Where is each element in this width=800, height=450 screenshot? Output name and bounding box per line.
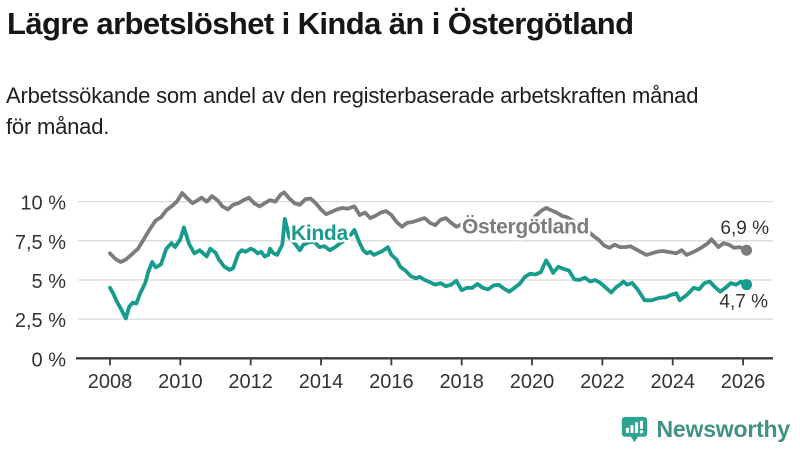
x-axis-tick-label: 2020 [510, 371, 555, 393]
x-axis-tick-label: 2008 [88, 371, 133, 393]
x-axis-tick-label: 2012 [228, 371, 273, 393]
x-axis-tick-label: 2024 [650, 371, 695, 393]
chart-subtitle: Arbetssökande som andel av den registerb… [6, 80, 698, 142]
logo-exclamation-dot [639, 430, 643, 434]
series-line-kinda [108, 217, 749, 321]
subtitle-line-1: Arbetssökande som andel av den registerb… [6, 83, 699, 108]
chart-title: Lägre arbetslöshet i Kinda än i Östergöt… [7, 6, 634, 41]
series-end-value-ostergotland: 6,9 % [720, 218, 769, 239]
logo-bar-medium [629, 424, 634, 434]
x-axis-tick-label: 2026 [721, 371, 766, 393]
y-axis-tick-label: 10 % [20, 193, 66, 215]
series-end-dot-kinda [741, 279, 753, 291]
x-axis-tick-label: 2016 [369, 371, 414, 393]
y-axis-tick-label: 5 % [32, 271, 67, 293]
newsworthy-bubble-chart-icon [621, 416, 647, 443]
logo-exclamation-bar [639, 420, 643, 430]
newsworthy-logo[interactable]: Newsworthy [620, 415, 790, 444]
y-axis-tick-label: 7,5 % [15, 232, 66, 254]
logo-bar-large [634, 422, 638, 434]
newsworthy-wordmark: Newsworthy [656, 416, 791, 442]
subtitle-line-2: för månad. [6, 114, 110, 139]
logo-bubble-shape [621, 416, 647, 443]
y-axis-tick-label: 0 % [32, 349, 67, 371]
series-end-value-kinda: 4,7 % [719, 292, 768, 313]
logo-bar-small [625, 427, 629, 434]
x-axis-tick-label: 2022 [580, 371, 625, 393]
x-axis-tick-label: 2018 [439, 371, 484, 393]
x-axis-tick-label: 2010 [158, 371, 203, 393]
x-axis-tick-label: 2014 [299, 371, 344, 393]
series-label-kinda: Kinda [291, 222, 348, 245]
series-end-dot-ostergotland [741, 244, 753, 256]
series-label-ostergotland: Östergötland [462, 216, 589, 239]
y-axis-tick-label: 2,5 % [15, 310, 66, 332]
series-line-ostergotland [108, 190, 749, 264]
